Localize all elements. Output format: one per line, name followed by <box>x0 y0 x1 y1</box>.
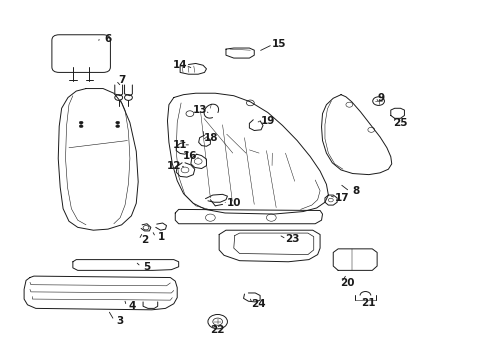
Circle shape <box>79 125 83 128</box>
Text: 5: 5 <box>143 262 150 272</box>
Text: 23: 23 <box>285 234 299 244</box>
Text: 12: 12 <box>166 161 181 171</box>
Text: 4: 4 <box>128 301 136 311</box>
Text: 9: 9 <box>377 93 384 103</box>
Text: 21: 21 <box>361 298 375 308</box>
Text: 10: 10 <box>226 198 241 208</box>
Text: 2: 2 <box>141 235 148 245</box>
Text: 22: 22 <box>210 325 224 334</box>
Text: 8: 8 <box>351 186 359 197</box>
Text: 25: 25 <box>392 118 407 128</box>
Text: 11: 11 <box>173 140 187 150</box>
Text: 14: 14 <box>172 60 187 70</box>
Circle shape <box>116 121 120 124</box>
Text: 16: 16 <box>182 150 197 161</box>
Text: 24: 24 <box>250 299 265 309</box>
Text: 7: 7 <box>118 75 125 85</box>
Circle shape <box>116 125 120 128</box>
Text: 18: 18 <box>203 133 218 143</box>
Circle shape <box>79 121 83 124</box>
Text: 19: 19 <box>260 116 275 126</box>
Text: 17: 17 <box>334 193 348 203</box>
Text: 20: 20 <box>339 278 353 288</box>
Text: 15: 15 <box>271 40 285 49</box>
Text: 13: 13 <box>192 105 206 115</box>
Text: 6: 6 <box>104 34 111 44</box>
Text: 3: 3 <box>116 316 123 325</box>
Text: 1: 1 <box>158 232 165 242</box>
